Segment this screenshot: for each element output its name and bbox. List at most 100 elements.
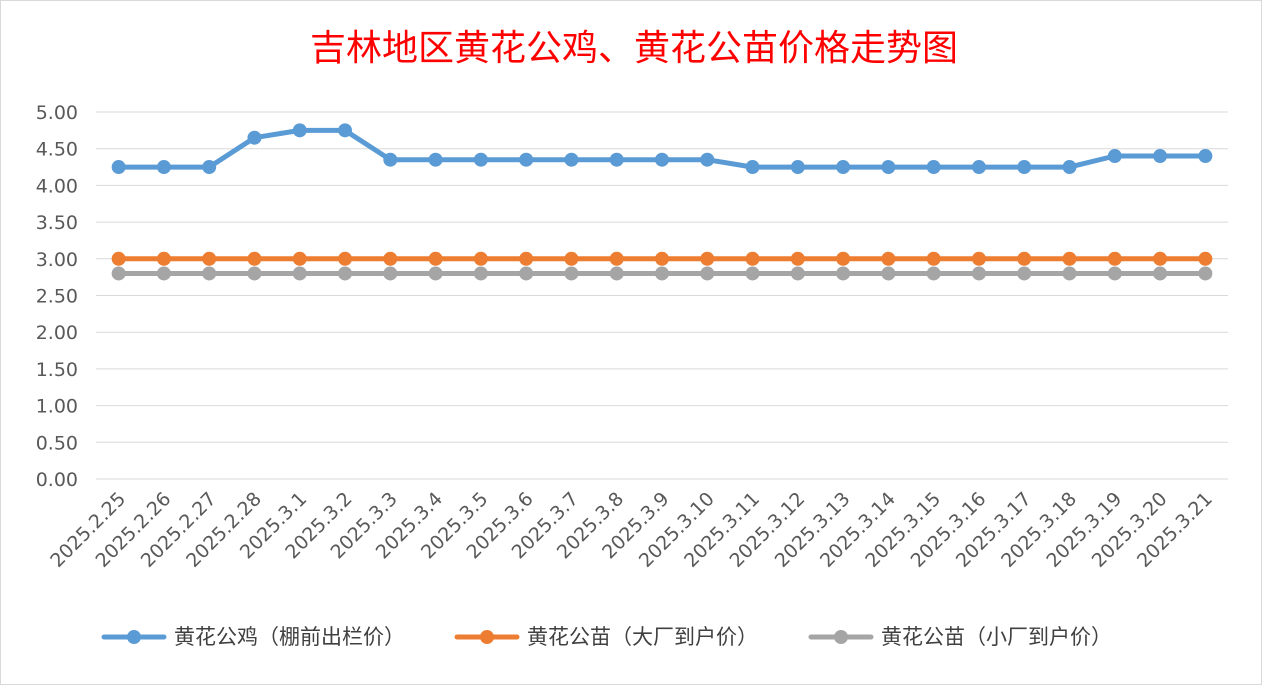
legend-label: 黄花公苗（小厂到户价）	[881, 625, 1112, 649]
data-point[interactable]	[1017, 266, 1032, 281]
data-point[interactable]	[292, 123, 307, 138]
data-point[interactable]	[971, 160, 986, 175]
y-tick-label: 4.00	[36, 175, 78, 197]
data-point[interactable]	[428, 266, 443, 281]
data-point[interactable]	[700, 266, 715, 281]
data-point[interactable]	[881, 160, 896, 175]
data-point[interactable]	[1198, 266, 1213, 281]
data-point[interactable]	[1062, 266, 1077, 281]
data-point[interactable]	[156, 251, 171, 266]
data-point[interactable]	[1198, 251, 1213, 266]
data-point[interactable]	[247, 251, 262, 266]
data-point[interactable]	[655, 266, 669, 281]
data-point[interactable]	[156, 160, 171, 175]
legend-item[interactable]: 黄花公苗（大厂到户价）	[454, 625, 758, 649]
data-point[interactable]	[1153, 149, 1168, 164]
data-point[interactable]	[338, 251, 353, 266]
data-point[interactable]	[836, 251, 851, 266]
data-point[interactable]	[655, 251, 669, 266]
data-point[interactable]	[790, 251, 805, 266]
data-point[interactable]	[247, 130, 262, 145]
data-point[interactable]	[790, 160, 805, 175]
data-point[interactable]	[700, 251, 715, 266]
data-point[interactable]	[1062, 160, 1077, 175]
data-point[interactable]	[519, 251, 534, 266]
legend-label: 黄花公鸡（棚前出栏价）	[174, 625, 405, 649]
data-point[interactable]	[1017, 160, 1032, 175]
data-point[interactable]	[292, 266, 307, 281]
data-point[interactable]	[111, 266, 126, 281]
data-point[interactable]	[926, 251, 941, 266]
data-point[interactable]	[971, 266, 986, 281]
data-point[interactable]	[473, 251, 488, 266]
data-point[interactable]	[111, 160, 126, 175]
legend[interactable]: 黄花公鸡（棚前出栏价） 黄花公苗（大厂到户价） 黄花公苗（小厂到户价）	[101, 625, 1112, 649]
y-axis-tick-labels: 0.00 0.50 1.00 1.50 2.00 2.50 3.00 3.50 4.00 4.50…	[36, 102, 78, 491]
data-point[interactable]	[836, 160, 851, 175]
data-point[interactable]	[926, 266, 941, 281]
data-point[interactable]	[745, 266, 760, 281]
data-point[interactable]	[790, 266, 805, 281]
data-point[interactable]	[745, 251, 760, 266]
y-tick-label: 1.50	[36, 359, 78, 381]
data-point[interactable]	[202, 251, 217, 266]
data-point[interactable]	[564, 266, 579, 281]
data-point[interactable]	[609, 152, 624, 167]
legend-label: 黄花公苗（大厂到户价）	[527, 625, 758, 649]
data-point[interactable]	[1017, 251, 1032, 266]
legend-marker	[480, 630, 494, 644]
data-point[interactable]	[609, 251, 624, 266]
data-point[interactable]	[564, 152, 579, 167]
data-point[interactable]	[1153, 251, 1168, 266]
legend-marker	[834, 630, 848, 644]
data-point[interactable]	[881, 251, 896, 266]
data-point[interactable]	[202, 266, 217, 281]
y-tick-label: 5.00	[36, 102, 78, 124]
y-tick-label: 0.00	[36, 469, 78, 491]
data-point[interactable]	[1107, 149, 1122, 164]
y-tick-label: 2.50	[36, 286, 78, 308]
data-point[interactable]	[881, 266, 896, 281]
data-point[interactable]	[519, 152, 534, 167]
data-point[interactable]	[745, 160, 760, 175]
data-point[interactable]	[202, 160, 217, 175]
chart-title: 吉林地区黄花公鸡、黄花公苗价格走势图	[310, 28, 958, 69]
data-point[interactable]	[836, 266, 851, 281]
data-point[interactable]	[1198, 149, 1213, 164]
data-point[interactable]	[383, 266, 398, 281]
y-tick-label: 2.00	[36, 322, 78, 344]
data-point[interactable]	[156, 266, 171, 281]
data-point[interactable]	[1107, 266, 1122, 281]
data-point[interactable]	[473, 266, 488, 281]
data-point[interactable]	[700, 152, 715, 167]
legend-marker	[127, 630, 141, 644]
legend-item[interactable]: 黄花公鸡（棚前出栏价）	[101, 625, 405, 649]
data-point[interactable]	[1153, 266, 1168, 281]
y-tick-label: 3.50	[36, 212, 78, 234]
data-point[interactable]	[247, 266, 262, 281]
data-point[interactable]	[564, 251, 579, 266]
data-point[interactable]	[609, 266, 624, 281]
y-tick-label: 0.50	[36, 432, 78, 454]
y-tick-label: 3.00	[36, 249, 78, 271]
y-tick-label: 1.00	[36, 396, 78, 418]
data-point[interactable]	[519, 266, 534, 281]
data-point[interactable]	[338, 123, 353, 138]
data-point[interactable]	[1107, 251, 1122, 266]
data-point[interactable]	[428, 251, 443, 266]
data-point[interactable]	[428, 152, 443, 167]
data-point[interactable]	[338, 266, 353, 281]
data-point[interactable]	[383, 251, 398, 266]
data-point[interactable]	[111, 251, 126, 266]
data-point[interactable]	[1062, 251, 1077, 266]
data-point[interactable]	[971, 251, 986, 266]
data-point[interactable]	[926, 160, 941, 175]
data-point[interactable]	[292, 251, 307, 266]
data-point[interactable]	[473, 152, 488, 167]
data-point[interactable]	[383, 152, 398, 167]
series-lines	[111, 123, 1213, 281]
data-point[interactable]	[655, 152, 669, 167]
legend-item[interactable]: 黄花公苗（小厂到户价）	[808, 625, 1112, 649]
